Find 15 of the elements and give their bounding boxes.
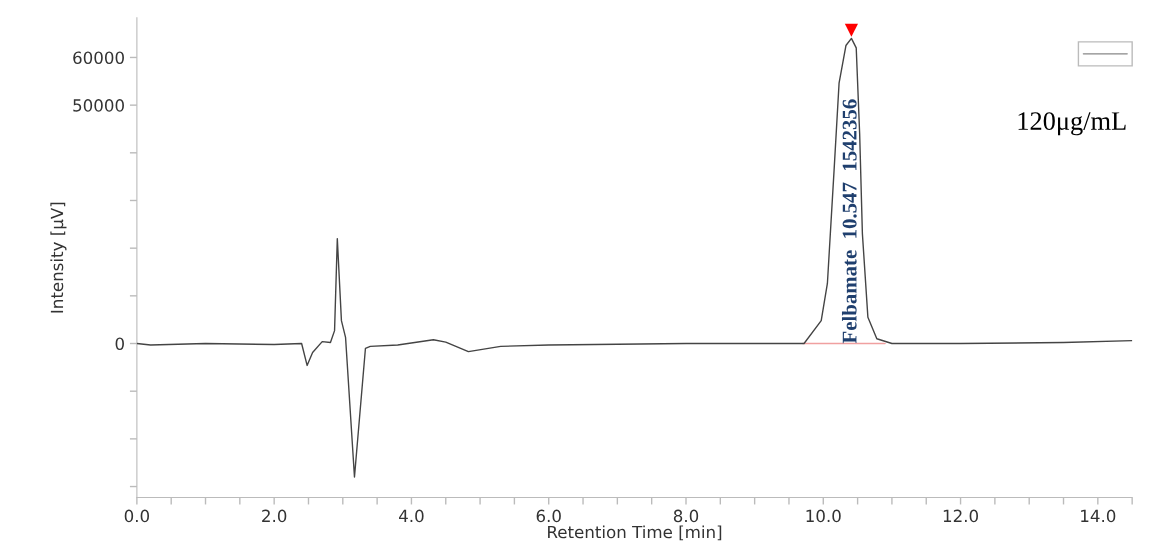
y-tick-label: 0 <box>115 337 124 351</box>
annotation: 120μg/mL <box>1018 112 1126 136</box>
x-tick-label: 4.0 <box>399 509 424 523</box>
x-tick-label: 0.0 <box>124 509 150 523</box>
x-axis-title: Retention Time [min] <box>548 525 722 541</box>
y-tick-label: 60000 <box>73 51 124 65</box>
y-tick-label: 50000 <box>73 99 124 112</box>
x-tick-label: 12.0 <box>943 509 979 523</box>
y-axis-title: Intensity [µV] <box>50 202 67 313</box>
x-tick-label: 10.0 <box>806 509 841 523</box>
x-tick-label: 6.0 <box>536 509 561 523</box>
x-tick-label: 14.0 <box>1081 509 1116 523</box>
x-tick-label: 8.0 <box>673 509 699 523</box>
x-tick-label: 2.0 <box>262 509 287 523</box>
annotation: Felbamate 10.547 1542356 <box>841 99 857 344</box>
